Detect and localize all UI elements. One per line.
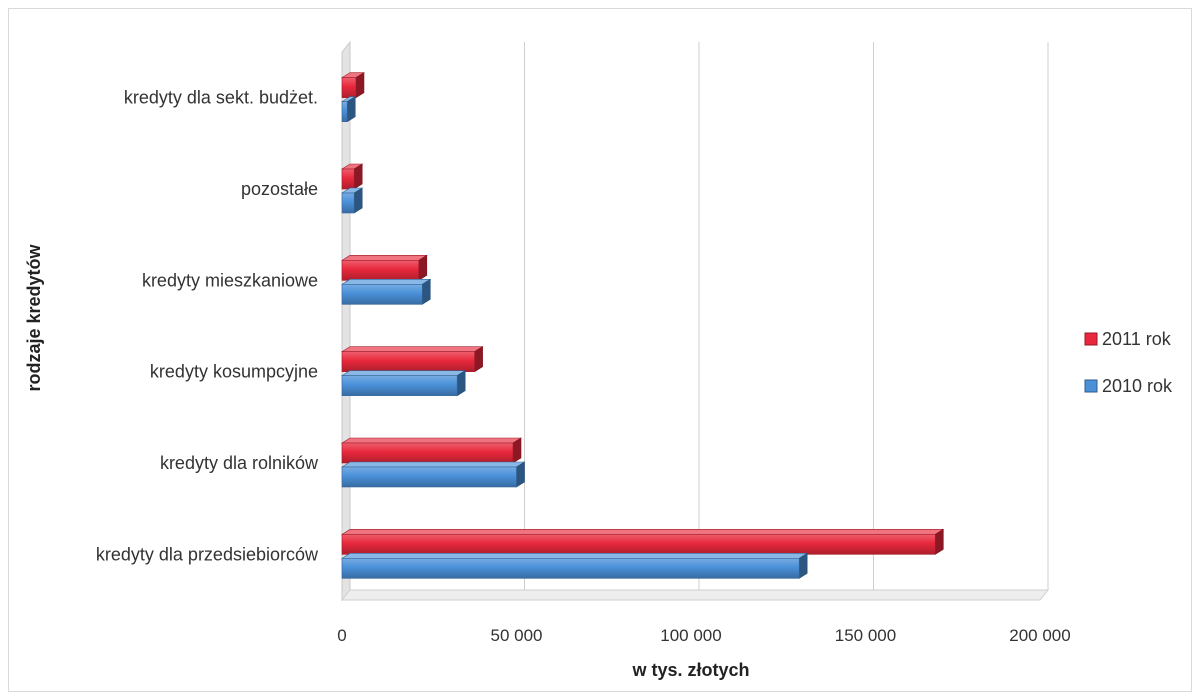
bar-front-face [341,375,458,396]
x-axis-title: w tys. złotych [631,660,749,680]
legend-swatch-2011 [1084,332,1098,346]
y-axis-title: rodzaje kredytów [24,243,44,391]
bar-2010-rok-3 [340,278,432,305]
x-tick-labels: 0 50 000 100 000 150 000 200 000 [337,626,1070,645]
category-label: kredyty kosumpcyjne [150,362,318,382]
bars [340,72,945,579]
bar-2010-rok-1 [340,461,526,488]
x-tick-label: 0 [337,626,346,645]
bar-top-face [340,461,526,468]
gridlines [524,42,1049,590]
floor [340,589,1050,601]
bar-2011-rok-4 [340,163,364,190]
bar-top-face [340,437,523,444]
bar-2011-rok-2 [340,346,484,373]
bar-2010-rok-4 [340,187,364,214]
legend: 2011 rok 2010 rok [1084,329,1173,396]
bar-front-face [341,466,517,488]
category-labels: kredyty dla przedsiebiorców kredyty dla r… [96,88,319,565]
x-tick-label: 150 000 [835,626,896,645]
side-wall [341,40,351,602]
bar-2011-rok-1 [340,437,523,464]
bar-top-face [340,370,467,376]
bar-front-face [341,168,355,190]
bar-top-face [340,279,432,285]
legend-label-2010: 2010 rok [1102,376,1173,396]
bar-2011-rok-0 [340,528,945,555]
bar-top-face [340,529,945,535]
bar-front-face [341,351,475,372]
category-label: kredyty dla rolników [160,453,319,473]
x-tick-label: 50 000 [491,626,543,645]
category-label: kredyty mieszkaniowe [142,270,318,290]
bar-top-face [340,553,809,559]
category-label: kredyty dla sekt. budżet. [124,88,318,108]
x-tick-label: 200 000 [1009,626,1070,645]
bar-top-face [340,346,484,352]
bar-2011-rok-5 [340,72,366,99]
bar-front-face [341,192,355,214]
bar-top-face [340,255,428,261]
bar-front-face [341,558,800,579]
bar-2010-rok-2 [340,370,467,397]
bar-front-face [341,284,423,305]
bar-front-face [341,77,357,98]
bar-2011-rok-3 [340,254,428,281]
bar-2010-rok-5 [340,96,357,123]
legend-label-2011: 2011 rok [1102,329,1172,349]
bar-2010-rok-0 [340,552,809,579]
category-label: kredyty dla przedsiebiorców [96,544,319,564]
bar-front-face [341,442,514,464]
bar-front-face [341,534,936,555]
x-tick-label: 100 000 [660,626,721,645]
category-label: pozostałe [241,179,318,199]
bar-front-face [341,101,348,122]
bar-front-face [341,260,420,281]
legend-swatch-2010 [1084,379,1098,393]
chart-walls [340,40,1050,602]
